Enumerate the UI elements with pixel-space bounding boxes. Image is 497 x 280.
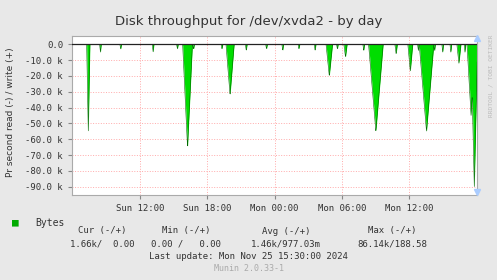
Text: Bytes: Bytes: [35, 218, 64, 228]
Text: 1.46k/977.03m: 1.46k/977.03m: [251, 239, 321, 248]
Text: ■: ■: [12, 218, 19, 228]
Text: RRDTOOL / TOBI OETIKER: RRDTOOL / TOBI OETIKER: [489, 34, 494, 117]
Text: 1.66k/  0.00: 1.66k/ 0.00: [70, 239, 134, 248]
Text: Avg (-/+): Avg (-/+): [261, 227, 310, 235]
Text: Disk throughput for /dev/xvda2 - by day: Disk throughput for /dev/xvda2 - by day: [115, 15, 382, 28]
Text: 0.00 /   0.00: 0.00 / 0.00: [152, 239, 221, 248]
Text: Max (-/+): Max (-/+): [368, 227, 417, 235]
Text: 86.14k/188.58: 86.14k/188.58: [358, 239, 427, 248]
Text: Munin 2.0.33-1: Munin 2.0.33-1: [214, 264, 283, 273]
Text: Min (-/+): Min (-/+): [162, 227, 211, 235]
Text: Last update: Mon Nov 25 15:30:00 2024: Last update: Mon Nov 25 15:30:00 2024: [149, 252, 348, 261]
Text: Cur (-/+): Cur (-/+): [78, 227, 126, 235]
Text: Pr second read (-) / write (+): Pr second read (-) / write (+): [6, 47, 15, 177]
